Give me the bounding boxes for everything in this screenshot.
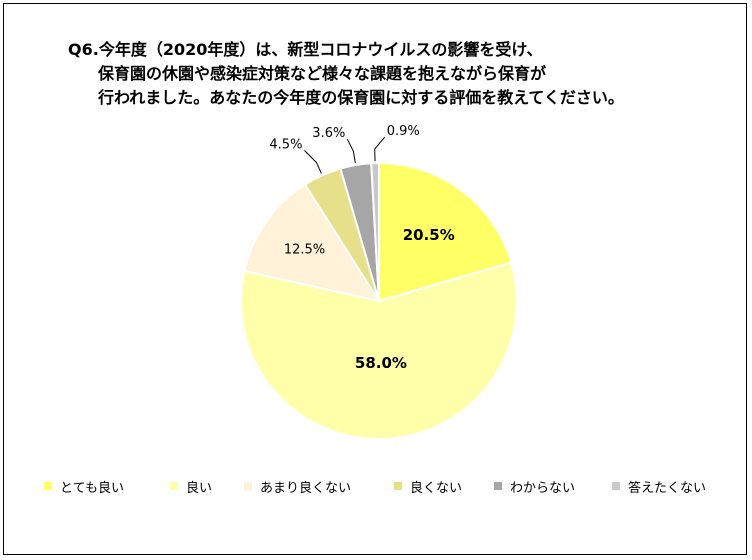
legend-swatch-3 <box>394 482 402 490</box>
legend-swatch-2 <box>244 482 252 490</box>
legend-label-4: わからない <box>510 480 576 496</box>
slice-label-0: 20.5% <box>403 226 455 244</box>
legend-item-0: とても良い <box>44 476 124 496</box>
title-line-3: 行われました。あなたの今年度の保育園に対する評価を教えてください。 <box>98 88 624 107</box>
slice-label-2: 12.5% <box>284 243 325 258</box>
pie-slice-2 <box>243 183 382 303</box>
legend-swatch-0 <box>44 482 52 490</box>
legend-label-0: とても良い <box>60 480 124 496</box>
legend-swatch-4 <box>494 482 502 490</box>
legend-item-4: わからない <box>494 476 575 496</box>
legend-item-5: 答えたくない <box>612 476 706 496</box>
slice-label-1: 58.0% <box>355 354 407 372</box>
legend-label-3: 良くない <box>410 480 463 496</box>
slice-label-5: 0.9% <box>387 124 420 139</box>
legend-item-2: あまり良くない <box>244 476 351 496</box>
title-line-1: Q6.今年度（2020年度）は、新型コロナウイルスの影響を受け、 <box>68 40 543 59</box>
pie-slice-1 <box>240 261 518 440</box>
pie-slice-0 <box>378 161 513 303</box>
leader-line-5 <box>374 136 386 162</box>
legend-swatch-5 <box>612 482 620 490</box>
legend-label-2: あまり良くない <box>260 480 352 496</box>
legend-item-1: 良い <box>170 476 212 496</box>
legend-label-5: 答えたくない <box>628 480 707 496</box>
title-line-2: 保育園の休園や感染症対策など様々な課題を抱えながら保育が <box>98 64 547 83</box>
slice-label-4: 3.6% <box>312 126 345 141</box>
slice-label-3: 4.5% <box>269 137 302 152</box>
legend-label-1: 良い <box>186 480 213 496</box>
legend: とても良い 良い あまり良くない 良くない わからない 答えたくない <box>44 476 724 498</box>
legend-swatch-1 <box>170 482 178 490</box>
legend-item-3: 良くない <box>394 476 462 496</box>
leader-line-4 <box>346 138 356 164</box>
pie-slice-5 <box>370 161 380 302</box>
leader-line-3 <box>304 150 322 174</box>
